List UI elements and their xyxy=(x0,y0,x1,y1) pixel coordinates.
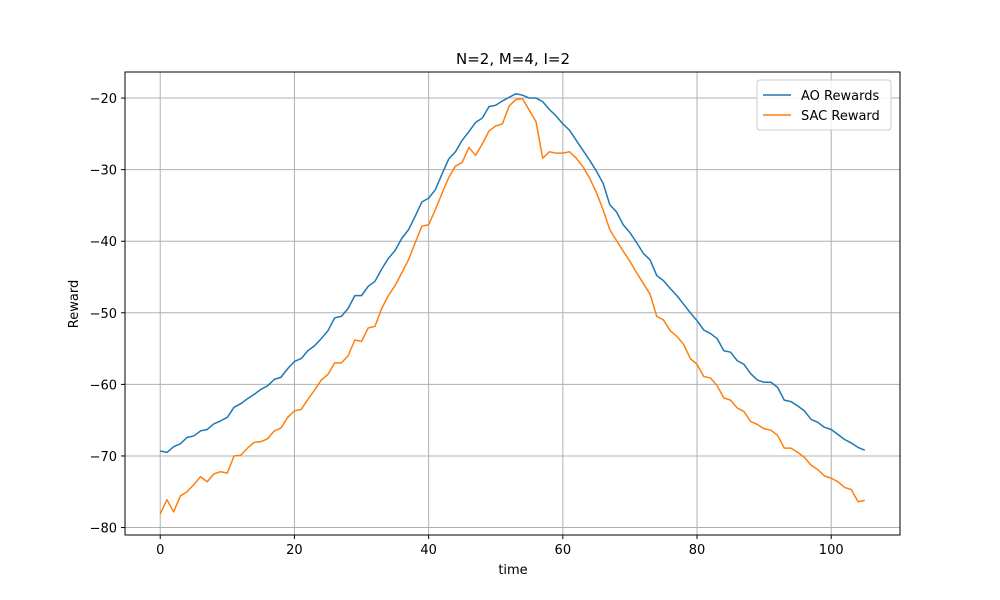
y-tick-label: −40 xyxy=(90,235,117,250)
chart-title: N=2, M=4, I=2 xyxy=(456,50,570,68)
y-tick-label: −60 xyxy=(90,378,117,393)
y-tick-label: −20 xyxy=(90,92,117,107)
x-tick-label: 0 xyxy=(156,543,164,558)
legend-box xyxy=(756,79,892,131)
x-tick-label: 100 xyxy=(819,543,844,558)
legend-label: SAC Reward xyxy=(801,109,880,124)
x-tick-label: 40 xyxy=(420,543,437,558)
x-tick-label: 80 xyxy=(689,543,706,558)
y-tick-label: −30 xyxy=(90,164,117,179)
y-axis-label: Reward xyxy=(67,280,82,328)
x-axis-label: time xyxy=(498,563,527,578)
y-tick-label: −80 xyxy=(90,522,117,537)
legend-label: AO Rewards xyxy=(801,89,879,104)
line-series xyxy=(159,98,865,515)
plot-frame xyxy=(124,71,901,536)
x-tick-label: 20 xyxy=(286,543,303,558)
line-series xyxy=(160,93,866,454)
y-tick-label: −50 xyxy=(90,307,117,322)
legend: AO Rewards SAC Reward xyxy=(756,79,892,131)
y-tick-label: −70 xyxy=(90,450,117,465)
x-tick-label: 60 xyxy=(555,543,572,558)
